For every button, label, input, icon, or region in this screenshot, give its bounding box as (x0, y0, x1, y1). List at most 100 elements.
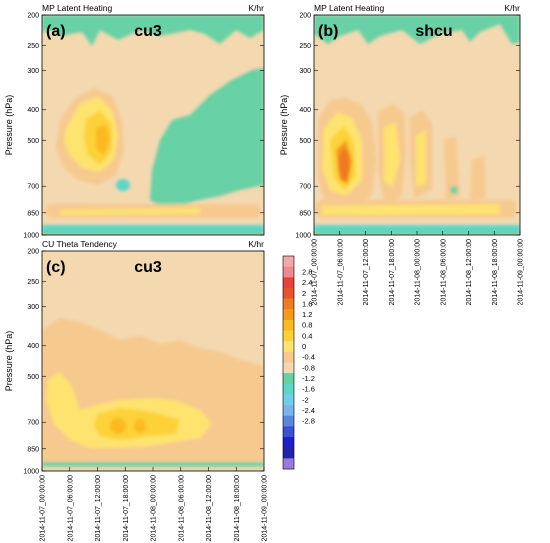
panel-c-title: CU Theta Tendency (42, 239, 118, 249)
colorbar-label: 1.6 (302, 299, 312, 308)
colorbar-label: 0.8 (302, 321, 312, 330)
ytick-label: 250 (299, 43, 311, 50)
colorbar-label: 2.4 (302, 278, 312, 287)
panel-a-frame (41, 14, 265, 236)
ytick-label: 1000 (23, 233, 39, 240)
xtick-label: 2014-11-08_06:00:00 (178, 475, 185, 542)
panel-a-units: K/hr (248, 3, 264, 13)
panel-b-scheme: shcu (415, 23, 452, 40)
ytick-label: 500 (27, 374, 39, 381)
colorbar-label: -0.8 (302, 363, 315, 372)
panel-a-field (42, 15, 264, 235)
ytick-label: 250 (27, 43, 39, 50)
panel-b-units: K/hr (504, 3, 520, 13)
ytick-label: 250 (27, 279, 39, 286)
panel-a-scheme: cu3 (134, 23, 162, 40)
panel-b-field (314, 15, 520, 235)
colorbar-swatch (283, 298, 294, 310)
panel-c-field (42, 251, 264, 471)
xtick-label: 2014-11-07_06:00:00 (67, 475, 74, 542)
panel-c-ylabel: Pressure (hPa) (4, 331, 14, 392)
colorbar-swatch (283, 330, 294, 342)
colorbar-swatch (283, 362, 294, 374)
ytick-label: 700 (27, 184, 39, 191)
panel-c-xticks: 2014-11-07_00:00:00 2014-11-07_06:00:00 20… (40, 467, 269, 541)
colorbar-label: -2.4 (302, 406, 315, 415)
colorbar-label: 1.2 (302, 310, 312, 319)
colorbar-label: 2 (302, 289, 306, 298)
ytick-label: 400 (27, 107, 39, 114)
ytick-label: 500 (299, 138, 311, 145)
colorbar-label: -0.4 (302, 353, 315, 362)
xtick-label: 2014-11-07_12:00:00 (95, 475, 102, 542)
colorbar-label: -1.2 (302, 374, 315, 383)
ytick-label: 700 (299, 184, 311, 191)
panel-a: MP Latent Heating K/hr (a) cu3 Pressure … (4, 3, 265, 240)
xtick-label: 2014-11-07_12:00:00 (363, 239, 370, 306)
panel-b: MP Latent Heating K/hr (b) shcu Pressure… (279, 3, 525, 305)
ytick-label: 400 (27, 343, 39, 350)
xtick-label: 2014-11-08_06:00:00 (440, 239, 447, 306)
xtick-label: 2014-11-07_00:00:00 (312, 239, 319, 306)
xtick-label: 2014-11-09_00:00:00 (518, 239, 525, 306)
ytick-label: 850 (27, 210, 39, 217)
panel-c: CU Theta Tendency K/hr (c) cu3 Pressure … (4, 239, 269, 541)
panel-c-scheme: cu3 (134, 259, 162, 276)
colorbar-label: 0.4 (302, 331, 312, 340)
xtick-label: 2014-11-07_18:00:00 (123, 475, 130, 542)
ytick-label: 850 (299, 210, 311, 217)
colorbar-swatch (283, 341, 294, 353)
colorbar: 2.8 2.4 21.6 1.2 0.80.4 0 -0.4-0.8 -1.2 -1.6-2 -2… (282, 255, 315, 470)
colorbar-swatch (283, 405, 294, 417)
colorbar-swatch (283, 447, 294, 459)
colorbar-frame (282, 255, 295, 470)
colorbar-swatch (283, 309, 294, 321)
colorbar-label: 2.8 (302, 267, 312, 276)
colorbar-swatch (283, 426, 294, 438)
ytick-label: 200 (27, 249, 39, 256)
colorbar-swatch (283, 266, 294, 278)
colorbar-swatch (283, 277, 294, 289)
xtick-label: 2014-11-08_00:00:00 (151, 475, 158, 542)
colorbar-swatch (283, 458, 294, 470)
xtick-label: 2014-11-08_12:00:00 (466, 239, 473, 306)
panel-b-xticks: 2014-11-07_00:00:00 2014-11-07_06:00:00 20… (312, 231, 525, 305)
ytick-label: 200 (27, 13, 39, 20)
ytick-label: 300 (27, 68, 39, 75)
ytick-label: 850 (27, 446, 39, 453)
xtick-label: 2014-11-08_18:00:00 (234, 475, 241, 542)
colorbar-label: 0 (302, 342, 306, 351)
xtick-label: 2014-11-07_18:00:00 (389, 239, 396, 306)
panel-b-label: (b) (318, 23, 338, 40)
ytick-label: 300 (299, 68, 311, 75)
ytick-label: 1000 (23, 469, 39, 476)
ytick-label: 500 (27, 138, 39, 145)
ytick-label: 400 (299, 107, 311, 114)
colorbar-label: -1.6 (302, 385, 315, 394)
ytick-label: 1000 (295, 233, 311, 240)
colorbar-swatch (283, 415, 294, 427)
xtick-label: 2014-11-07_00:00:00 (40, 475, 47, 542)
colorbar-swatch (283, 373, 294, 385)
colorbar-swatch (283, 287, 294, 299)
panel-a-label: (a) (46, 23, 66, 40)
colorbar-swatch (283, 394, 294, 406)
xtick-label: 2014-11-08_00:00:00 (415, 239, 422, 306)
colorbar-label: -2 (302, 395, 309, 404)
ytick-label: 200 (299, 13, 311, 20)
panel-b-title: MP Latent Heating (314, 3, 385, 13)
panel-a-title: MP Latent Heating (42, 3, 113, 13)
panel-b-yticks: 200 250 300 400 500 700 850 1000 (295, 13, 520, 240)
ytick-label: 300 (27, 304, 39, 311)
colorbar-swatch (283, 437, 294, 448)
xtick-label: 2014-11-09_00:00:00 (262, 475, 269, 542)
colorbar-swatch (283, 256, 294, 267)
ytick-label: 700 (27, 420, 39, 427)
panel-c-yticks: 200 250 300 400 500 700 850 1000 (23, 249, 264, 476)
panel-c-units: K/hr (248, 239, 264, 249)
xtick-label: 2014-11-08_12:00:00 (206, 475, 213, 542)
colorbar-swatch (283, 319, 294, 331)
colorbar-label: -2.8 (302, 417, 315, 426)
panel-a-ylabel: Pressure (hPa) (4, 95, 14, 156)
